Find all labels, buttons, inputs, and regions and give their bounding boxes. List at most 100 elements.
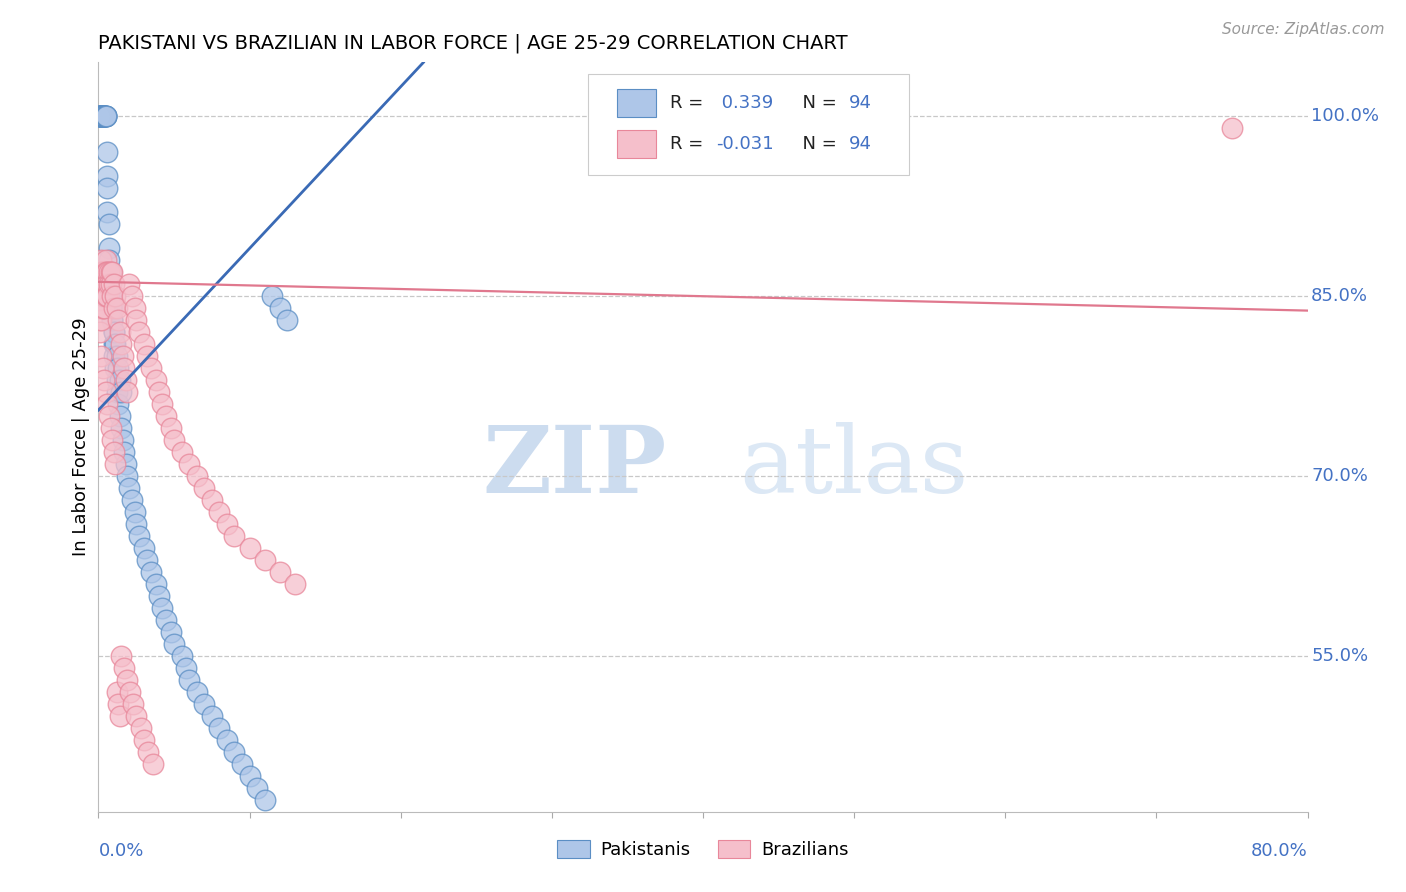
Point — [93, 109, 115, 123]
Point — [120, 685, 142, 699]
FancyBboxPatch shape — [617, 130, 655, 159]
Text: atlas: atlas — [740, 422, 969, 512]
Point — [201, 708, 224, 723]
Point — [132, 732, 155, 747]
Point — [103, 325, 125, 339]
Point — [90, 109, 112, 123]
Point — [91, 109, 114, 123]
Point — [174, 661, 197, 675]
Point — [101, 433, 124, 447]
Point — [269, 301, 291, 316]
Point — [94, 277, 117, 292]
Text: 94: 94 — [849, 135, 872, 153]
Point — [118, 481, 141, 495]
Point — [90, 277, 112, 292]
Point — [89, 313, 111, 327]
Point — [100, 421, 122, 435]
Point — [136, 745, 159, 759]
Point — [179, 457, 201, 471]
Point — [124, 505, 146, 519]
Point — [125, 708, 148, 723]
Point — [90, 109, 112, 123]
Point — [253, 553, 276, 567]
Point — [91, 109, 114, 123]
Point — [160, 421, 183, 435]
Point — [105, 385, 128, 400]
Point — [104, 361, 127, 376]
Point — [90, 265, 112, 279]
Point — [91, 109, 114, 123]
Point — [103, 349, 125, 363]
FancyBboxPatch shape — [617, 88, 655, 117]
Point — [101, 313, 124, 327]
Point — [100, 277, 122, 292]
Point — [89, 301, 111, 316]
Point — [94, 265, 117, 279]
Point — [93, 109, 115, 123]
Point — [94, 109, 117, 123]
Point — [125, 313, 148, 327]
Point — [141, 361, 163, 376]
Point — [132, 541, 155, 555]
Point — [145, 577, 167, 591]
Point — [93, 277, 115, 292]
Point — [89, 289, 111, 303]
Point — [135, 349, 157, 363]
Point — [93, 265, 115, 279]
Point — [193, 481, 215, 495]
Point — [108, 325, 131, 339]
Point — [105, 349, 128, 363]
Point — [150, 397, 173, 411]
Point — [107, 397, 129, 411]
Text: 55.0%: 55.0% — [1312, 647, 1368, 665]
Point — [94, 289, 117, 303]
Point — [253, 793, 276, 807]
Text: R =: R = — [671, 94, 710, 112]
Point — [100, 289, 122, 303]
Point — [155, 409, 177, 423]
Point — [107, 361, 129, 376]
Point — [179, 673, 201, 687]
Point — [93, 109, 115, 123]
Point — [101, 289, 124, 303]
Text: PAKISTANI VS BRAZILIAN IN LABOR FORCE | AGE 25-29 CORRELATION CHART: PAKISTANI VS BRAZILIAN IN LABOR FORCE | … — [98, 34, 848, 53]
Text: 85.0%: 85.0% — [1312, 287, 1368, 305]
Point — [89, 109, 111, 123]
Point — [94, 109, 117, 123]
Point — [96, 145, 118, 160]
Point — [93, 109, 115, 123]
Text: -0.031: -0.031 — [716, 135, 773, 153]
Point — [1220, 121, 1243, 136]
Point — [101, 313, 124, 327]
Point — [96, 205, 118, 219]
Point — [91, 361, 114, 376]
Point — [112, 445, 135, 459]
Point — [224, 529, 246, 543]
Point — [96, 181, 118, 195]
Point — [96, 277, 118, 292]
Text: R =: R = — [671, 135, 710, 153]
Point — [163, 637, 186, 651]
Point — [93, 109, 115, 123]
Point — [142, 756, 165, 771]
Point — [231, 756, 253, 771]
Point — [90, 313, 112, 327]
Point — [94, 253, 117, 268]
Point — [90, 253, 112, 268]
Point — [108, 708, 131, 723]
Point — [89, 109, 111, 123]
Point — [111, 433, 134, 447]
Point — [98, 289, 121, 303]
Point — [89, 109, 111, 123]
Point — [101, 265, 124, 279]
Text: 70.0%: 70.0% — [1312, 467, 1368, 485]
Point — [98, 217, 121, 231]
Point — [90, 301, 112, 316]
Point — [128, 325, 150, 339]
Point — [98, 265, 121, 279]
Point — [103, 277, 125, 292]
Point — [89, 325, 111, 339]
Point — [96, 397, 118, 411]
Point — [98, 277, 121, 292]
Point — [148, 589, 170, 603]
